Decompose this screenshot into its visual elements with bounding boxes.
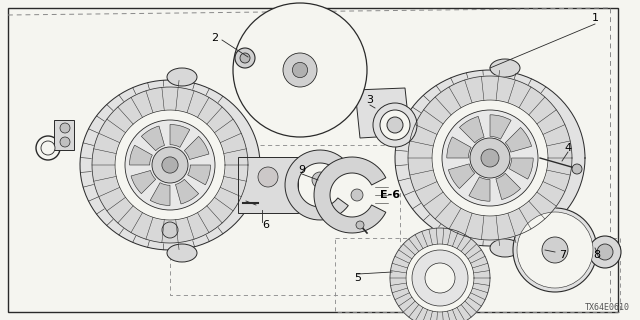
Circle shape	[60, 123, 70, 133]
Circle shape	[513, 208, 597, 292]
Circle shape	[517, 212, 593, 288]
Polygon shape	[80, 80, 260, 250]
Circle shape	[380, 110, 410, 140]
Circle shape	[387, 117, 403, 133]
Text: E-6: E-6	[380, 190, 400, 200]
Wedge shape	[264, 43, 287, 64]
Text: 4: 4	[564, 143, 572, 153]
Circle shape	[292, 62, 308, 78]
Wedge shape	[509, 158, 533, 179]
Circle shape	[233, 3, 367, 137]
Wedge shape	[289, 88, 307, 108]
Text: 7: 7	[559, 250, 566, 260]
Wedge shape	[281, 32, 299, 54]
Ellipse shape	[167, 244, 197, 262]
Wedge shape	[188, 165, 211, 185]
Circle shape	[240, 53, 250, 63]
Circle shape	[373, 103, 417, 147]
Circle shape	[529, 224, 581, 276]
Text: TX64E0610: TX64E0610	[585, 303, 630, 312]
Polygon shape	[390, 228, 490, 320]
Wedge shape	[175, 179, 198, 204]
Circle shape	[412, 250, 468, 306]
Ellipse shape	[490, 239, 520, 257]
Circle shape	[258, 28, 342, 112]
Polygon shape	[115, 110, 225, 220]
Polygon shape	[92, 87, 248, 243]
Wedge shape	[314, 46, 337, 65]
Polygon shape	[252, 22, 348, 118]
Circle shape	[162, 222, 178, 238]
Circle shape	[258, 167, 278, 187]
Circle shape	[41, 141, 55, 155]
Polygon shape	[406, 244, 474, 312]
Circle shape	[283, 53, 317, 87]
Circle shape	[351, 189, 363, 201]
Circle shape	[235, 48, 255, 68]
Wedge shape	[496, 173, 520, 200]
Text: 5: 5	[355, 273, 362, 283]
Wedge shape	[308, 82, 329, 105]
Wedge shape	[262, 66, 282, 83]
Circle shape	[60, 137, 70, 147]
Circle shape	[470, 138, 510, 178]
Wedge shape	[184, 136, 209, 159]
Bar	[54, 120, 74, 150]
Text: 9: 9	[298, 165, 305, 175]
Circle shape	[36, 136, 60, 160]
Circle shape	[312, 172, 328, 188]
Circle shape	[356, 221, 364, 229]
Text: 6: 6	[262, 220, 269, 230]
Polygon shape	[355, 88, 410, 138]
Circle shape	[152, 147, 188, 183]
Wedge shape	[150, 183, 170, 205]
Wedge shape	[141, 126, 164, 151]
Wedge shape	[460, 116, 484, 143]
Circle shape	[597, 244, 613, 260]
Wedge shape	[447, 137, 471, 158]
Polygon shape	[408, 76, 572, 240]
Circle shape	[481, 149, 499, 167]
Text: 2: 2	[211, 33, 219, 43]
Wedge shape	[269, 81, 291, 103]
Polygon shape	[235, 5, 365, 135]
Polygon shape	[285, 150, 348, 220]
Circle shape	[425, 263, 455, 293]
Wedge shape	[449, 164, 475, 188]
Wedge shape	[469, 177, 490, 201]
Circle shape	[162, 157, 178, 173]
Circle shape	[572, 164, 582, 174]
Polygon shape	[432, 100, 548, 216]
Wedge shape	[505, 127, 532, 152]
Text: 8: 8	[593, 250, 600, 260]
Wedge shape	[170, 124, 190, 147]
Circle shape	[525, 220, 585, 280]
Circle shape	[535, 230, 575, 270]
Circle shape	[533, 228, 577, 272]
Circle shape	[125, 120, 215, 210]
Circle shape	[542, 237, 568, 263]
Text: 1: 1	[591, 13, 598, 23]
Polygon shape	[395, 70, 585, 246]
Bar	[238, 157, 298, 213]
Circle shape	[521, 216, 589, 284]
Wedge shape	[317, 70, 338, 87]
Wedge shape	[129, 145, 152, 165]
Circle shape	[589, 236, 621, 268]
Wedge shape	[490, 115, 511, 139]
Ellipse shape	[490, 59, 520, 77]
Polygon shape	[314, 157, 386, 233]
Wedge shape	[131, 171, 156, 194]
Wedge shape	[303, 33, 322, 55]
Ellipse shape	[167, 68, 197, 86]
Text: 3: 3	[367, 95, 374, 105]
Circle shape	[442, 110, 538, 206]
